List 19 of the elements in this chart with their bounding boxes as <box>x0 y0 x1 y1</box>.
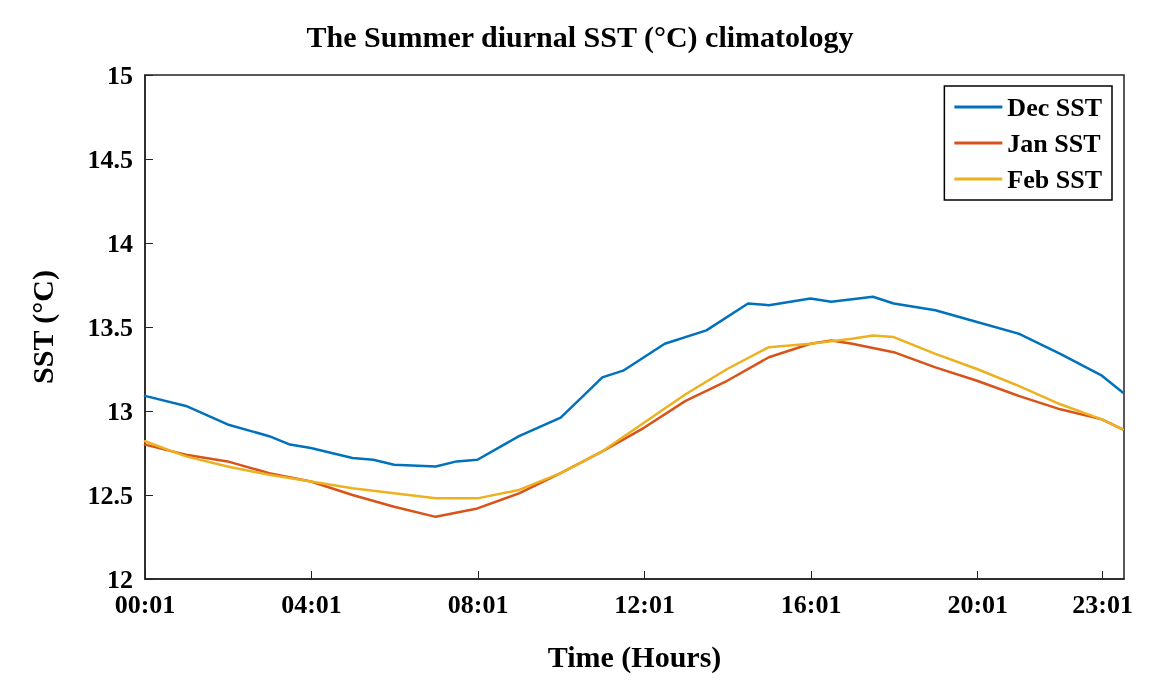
y-tick-label: 14 <box>107 228 133 258</box>
x-tick-label: 16:01 <box>780 589 842 619</box>
line-series <box>143 295 1124 468</box>
legend-label: Jan SST <box>1007 128 1101 158</box>
x-tick-label: 12:01 <box>614 589 675 619</box>
y-tick-label: 13 <box>107 396 133 426</box>
chart-title: The Summer diurnal SST (°C) climatology <box>306 19 854 54</box>
x-axis-title: Time (Hours) <box>547 639 722 674</box>
legend-label: Dec SST <box>1007 92 1102 122</box>
x-tick-label: 04:01 <box>281 589 342 619</box>
y-axis-title: SST (°C) <box>25 270 60 384</box>
y-tick-label: 15 <box>107 60 133 90</box>
y-tick-label: 14.5 <box>87 144 133 174</box>
y-tick-label: 12.5 <box>87 480 133 510</box>
x-tick-label: 08:01 <box>447 589 509 619</box>
y-tick-label: 13.5 <box>87 312 133 342</box>
x-tick-label: 20:01 <box>947 589 1009 619</box>
legend-label: Feb SST <box>1007 164 1103 194</box>
x-tick-label: 23:01 <box>1072 589 1133 619</box>
